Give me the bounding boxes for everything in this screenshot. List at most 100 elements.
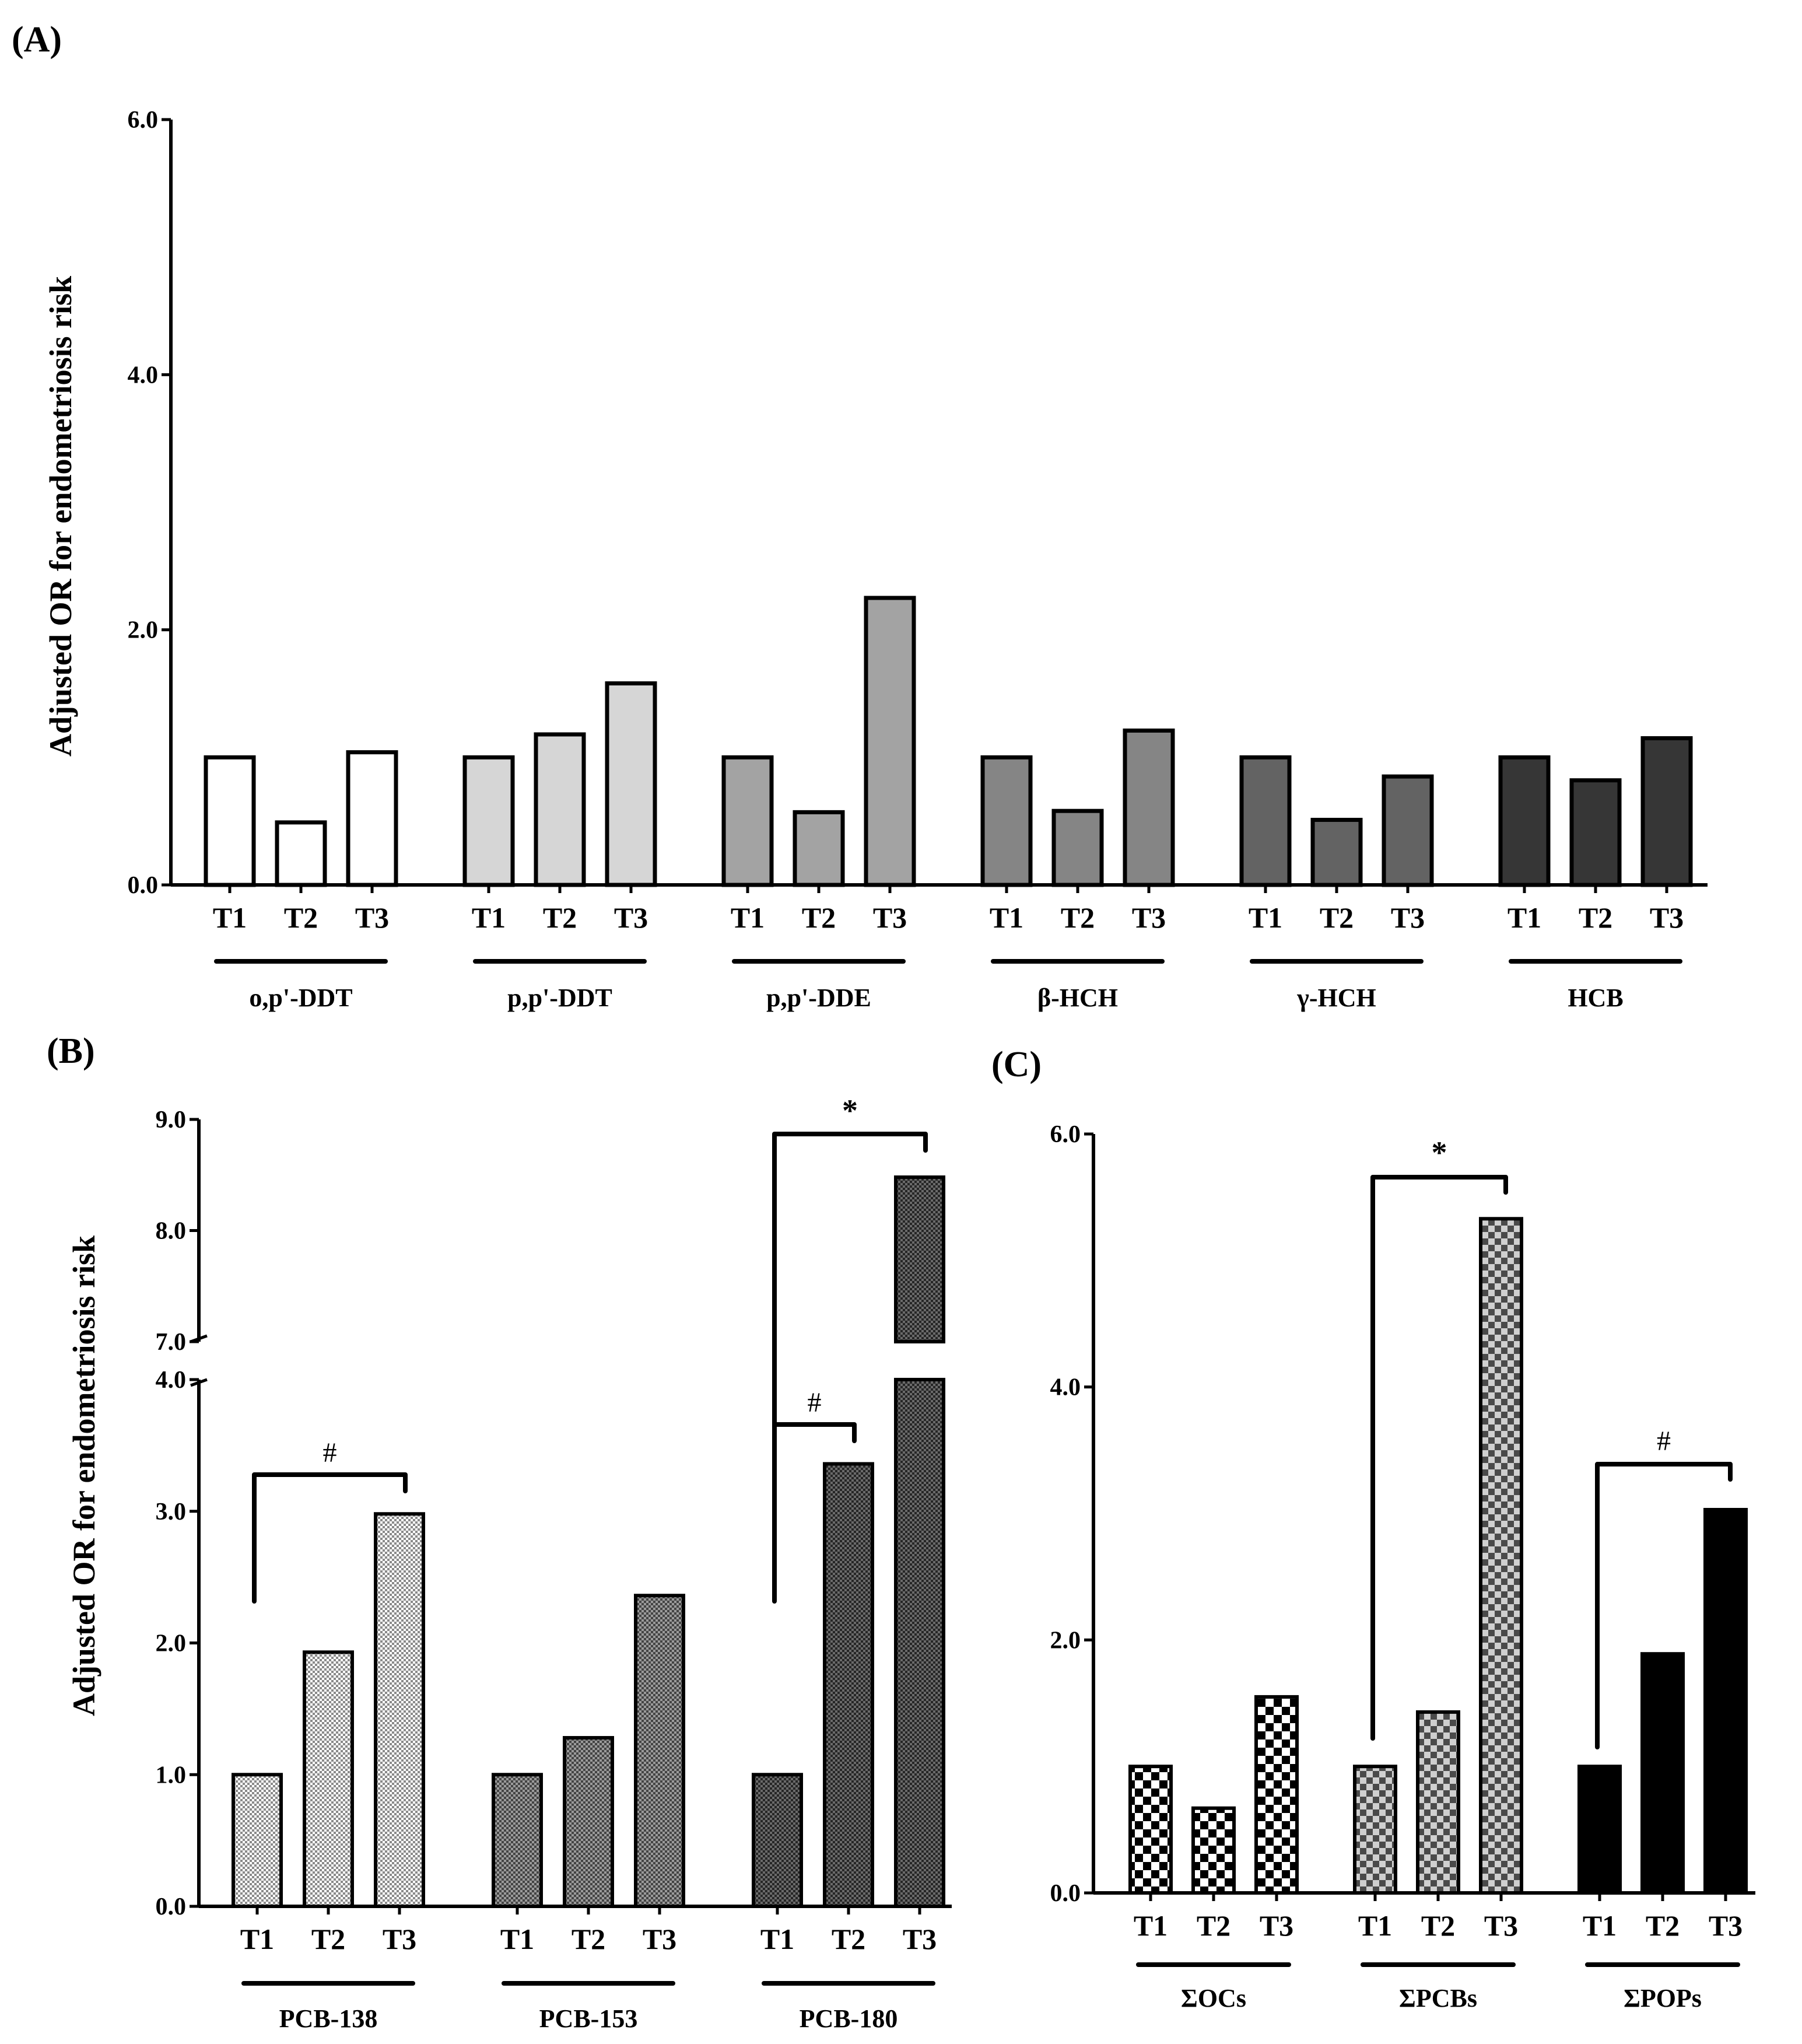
panel-b-group-label: PCB-153	[539, 2004, 638, 2033]
panel-a-tertile-label: T3	[614, 901, 648, 934]
panel-c-y-tick-label: 6.0	[1050, 1121, 1081, 1148]
panel-a-bar-hcb-T2	[1569, 778, 1622, 887]
panel-a-tertile-label: T1	[731, 901, 765, 934]
panel-a-tertile-label: T1	[1507, 901, 1541, 934]
panel-a-tertile-label: T2	[1579, 901, 1612, 934]
panel-a: (A) Adjusted OR for endometriosis risk 0…	[12, 20, 1708, 1012]
panel-c-bar-pcbs-T1	[1353, 1765, 1397, 1895]
panel-b-tertile-label: T3	[903, 1923, 937, 1955]
panel-b-y-axis-label: Adjusted OR for endometriosis risk	[66, 1236, 101, 1716]
panel-c: (C) 0.0 2.0 4.0 6.0 T1 T2 T3 ΣOCs T1 T2 T3 ΣPCBs T1…	[991, 1045, 1755, 2013]
panel-a-tertile-label: T2	[543, 901, 577, 934]
panel-c-tertile-label: T1	[1358, 1909, 1392, 1942]
panel-c-significance-bracket	[1370, 1175, 1508, 1741]
panel-b-bar-pcb-138-T1	[232, 1773, 283, 1908]
panel-b-bar-pcb-153-T1	[492, 1773, 543, 1908]
panel-a-group-label: γ-HCH	[1296, 984, 1376, 1012]
panel-b-significance-marker: #	[323, 1437, 337, 1468]
panel-a-bar-hch-T1	[980, 755, 1033, 887]
panel-b-tertile-label: T2	[572, 1923, 605, 1955]
panel-a-tertile-label: T2	[1061, 901, 1095, 934]
panel-a-bar-o-p-ddt-T3	[346, 750, 398, 887]
panel-b-y-tick-label: 8.0	[156, 1218, 187, 1245]
panel-b-axis-break-mark	[190, 1378, 208, 1387]
panel-c-bar-pops-T3	[1703, 1507, 1748, 1895]
panel-b-group-label: PCB-180	[800, 2004, 898, 2033]
panel-a-tertile-label: T1	[472, 901, 506, 934]
panel-a-bar-o-p-ddt-T2	[275, 820, 327, 887]
panel-a-group-label: p,p'-DDE	[766, 984, 871, 1012]
panel-a-bar-hch-T1	[1239, 755, 1292, 887]
panel-a-bar-p-p-dde-T3	[864, 596, 916, 887]
panel-b-y-tick-label: 9.0	[156, 1107, 187, 1133]
panel-c-tertile-label: T2	[1421, 1909, 1455, 1942]
panel-c-group-label: ΣPOPs	[1624, 1984, 1702, 2013]
panel-b-tertile-label: T3	[383, 1923, 416, 1955]
panel-a-group-label: p,p'-DDT	[507, 984, 612, 1012]
panel-c-bar-pops-T2	[1640, 1652, 1685, 1895]
panel-b-bar-pcb-138-T2	[303, 1650, 354, 1908]
panel-a-tertile-label: T3	[1650, 901, 1684, 934]
panel-b-bar-pcb-180-T3-upper	[894, 1175, 945, 1344]
panel-a-tertile-label: T2	[284, 901, 318, 934]
panel-a-bar-p-p-ddt-T2	[534, 732, 586, 887]
panel-a-group-label: β-HCH	[1037, 984, 1118, 1012]
panel-a-tertile-label: T1	[1249, 901, 1282, 934]
panel-a-label: (A)	[12, 20, 62, 60]
panel-b-tertile-label: T2	[311, 1923, 345, 1955]
panel-c-group-label: ΣOCs	[1181, 1984, 1246, 2013]
panel-c-bar-ocs-T1	[1128, 1765, 1173, 1895]
panel-b-bar-pcb-180-T1	[752, 1773, 803, 1908]
panel-a-y-tick-label: 6.0	[128, 107, 159, 134]
panel-c-y-tick-label: 2.0	[1050, 1627, 1081, 1654]
panel-b-tertile-label: T1	[760, 1923, 794, 1955]
panel-b-y-tick-label: 4.0	[156, 1367, 187, 1394]
panel-c-y-tick-label: 4.0	[1050, 1374, 1081, 1401]
panel-a-group-label: o,p'-DDT	[249, 984, 352, 1012]
panel-a-bar-hch-T2	[1051, 808, 1104, 887]
panel-b-tertile-label: T3	[643, 1923, 676, 1955]
panel-c-y-tick-label: 0.0	[1050, 1880, 1081, 1907]
panel-b: (B) Adjusted OR for endometriosis risk 0…	[47, 1031, 952, 2033]
panel-b-y-tick-label: 0.0	[156, 1894, 187, 1920]
panel-b-tertile-label: T1	[240, 1923, 274, 1955]
panel-a-y-axis-label: Adjusted OR for endometriosis risk	[43, 276, 78, 757]
panel-b-label: (B)	[47, 1031, 95, 1071]
panel-c-bar-pops-T1	[1577, 1765, 1622, 1895]
panel-b-tertile-label: T1	[500, 1923, 534, 1955]
panel-b-bar-pcb-180-T3-lower	[894, 1378, 945, 1908]
panel-b-y-tick-label: 7.0	[156, 1329, 187, 1356]
panel-a-tertile-label: T3	[355, 901, 389, 934]
panel-b-bar-pcb-153-T2	[563, 1736, 614, 1909]
panel-a-group-label: HCB	[1568, 984, 1623, 1012]
panel-c-bar-ocs-T3	[1254, 1695, 1299, 1895]
panel-c-significance-marker: *	[1432, 1135, 1447, 1170]
panel-a-tertile-label: T1	[990, 901, 1023, 934]
panel-c-group-label: ΣPCBs	[1399, 1984, 1477, 2013]
panel-a-tertile-label: T3	[873, 901, 907, 934]
panel-b-bar-pcb-180-T2	[823, 1462, 874, 1908]
panel-c-significance-marker: #	[1657, 1426, 1671, 1457]
panel-b-significance-bracket	[772, 1132, 928, 1604]
panel-b-y-tick-label: 3.0	[156, 1499, 187, 1525]
panel-a-tertile-label: T3	[1391, 901, 1425, 934]
panel-a-tertile-label: T1	[213, 901, 247, 934]
panel-c-significance-bracket	[1595, 1462, 1733, 1749]
panel-b-significance-marker: #	[808, 1387, 822, 1418]
panel-b-tertile-label: T2	[832, 1923, 865, 1955]
panel-a-y-tick-label: 0.0	[128, 872, 159, 899]
panel-b-group-label: PCB-138	[279, 2004, 378, 2033]
panel-a-bar-hcb-T3	[1640, 736, 1693, 887]
panel-a-y-tick-label: 4.0	[128, 362, 159, 388]
panel-c-tertile-label: T3	[1709, 1909, 1743, 1942]
panel-c-tertile-label: T1	[1583, 1909, 1617, 1942]
panel-c-bar-ocs-T2	[1191, 1806, 1236, 1895]
panel-a-bar-hch-T2	[1310, 817, 1363, 887]
panel-c-tertile-label: T3	[1260, 1909, 1293, 1942]
panel-b-significance-bracket	[252, 1472, 408, 1604]
panel-c-tertile-label: T2	[1646, 1909, 1680, 1942]
panel-c-bar-pcbs-T3	[1479, 1217, 1523, 1895]
panel-a-y-tick-label: 2.0	[128, 617, 159, 644]
panel-c-tertile-label: T3	[1484, 1909, 1518, 1942]
